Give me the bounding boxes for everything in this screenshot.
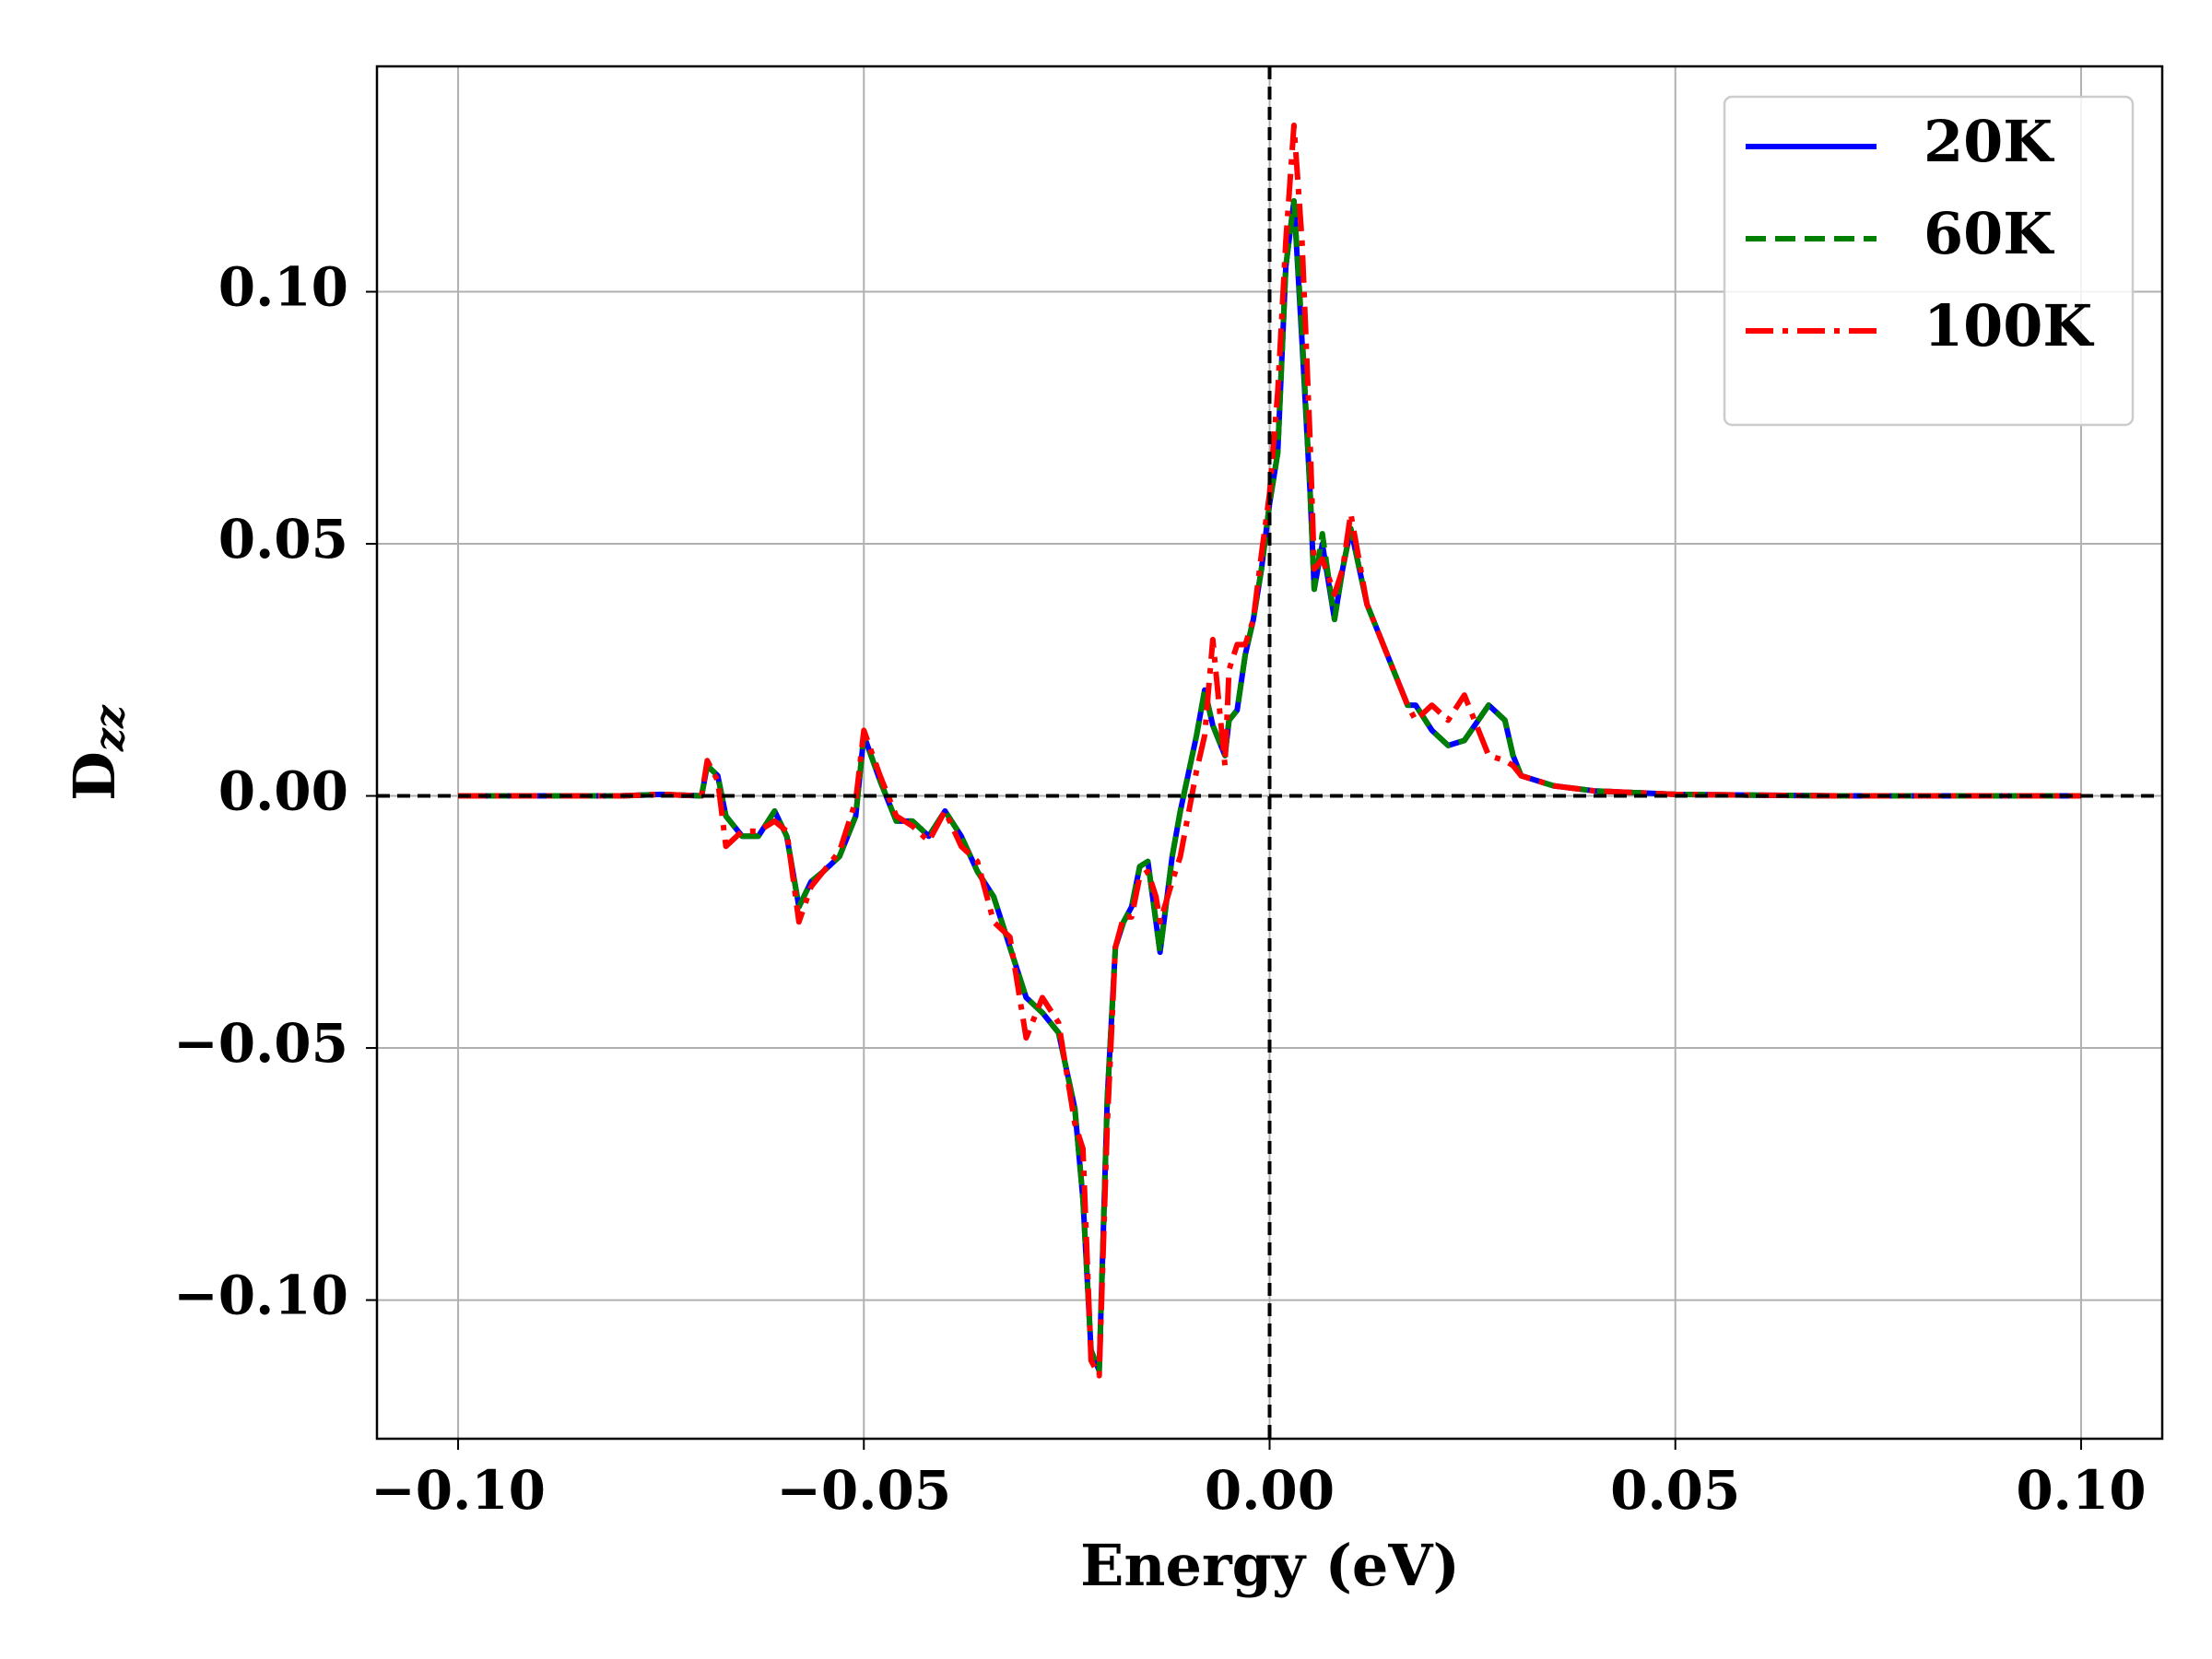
- x-axis-label: Energy (eV): [1080, 1532, 1460, 1599]
- legend-label: 100K: [1924, 292, 2094, 359]
- legend: 20K 60K 100K: [1723, 95, 2135, 427]
- x-tick-label: 0.05: [1610, 1459, 1740, 1522]
- y-tick-label: 0.00: [218, 760, 348, 823]
- plot-frame: [375, 65, 2164, 1441]
- y-tick-label: 0.10: [218, 256, 348, 319]
- data-line: [458, 123, 2081, 1379]
- x-tick-label: −0.10: [371, 1459, 546, 1522]
- y-axis-label-subscript: zz: [87, 704, 134, 752]
- data-line: [458, 198, 2081, 1374]
- y-tick-label: 0.05: [218, 508, 348, 571]
- x-tick-label: 0.10: [2016, 1459, 2146, 1522]
- x-tick-label: 0.00: [1205, 1459, 1335, 1522]
- y-axis-label: Dzz: [61, 704, 134, 801]
- legend-label: 60K: [1924, 200, 2054, 267]
- y-tick-label: −0.05: [173, 1012, 348, 1075]
- y-axis-label-main: D: [61, 751, 128, 801]
- y-tick-label: −0.10: [173, 1265, 348, 1327]
- legend-box: [1723, 95, 2135, 427]
- legend-label: 20K: [1924, 108, 2054, 175]
- x-tick-label: −0.05: [776, 1459, 951, 1522]
